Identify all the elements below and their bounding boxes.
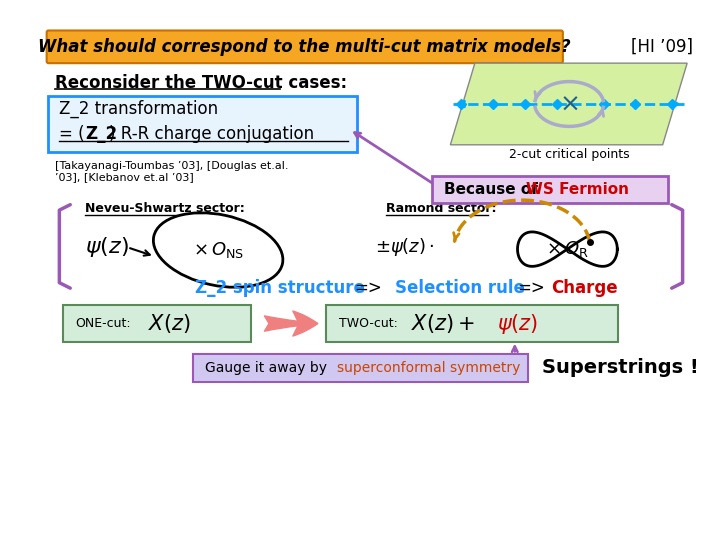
Text: TWO-cut:: TWO-cut: [339, 317, 397, 330]
Text: = (: = ( [59, 125, 85, 143]
Text: Z_2: Z_2 [85, 125, 117, 143]
Text: Charge: Charge [551, 279, 618, 297]
Text: [HI ’09]: [HI ’09] [631, 38, 693, 56]
FancyBboxPatch shape [48, 96, 357, 152]
FancyBboxPatch shape [432, 176, 668, 203]
Text: 2-cut critical points: 2-cut critical points [509, 148, 629, 161]
Text: Reconsider the TWO-cut cases:: Reconsider the TWO-cut cases: [55, 74, 347, 92]
Text: [Takayanagi-Toumbas ’03], [Douglas et.al.: [Takayanagi-Toumbas ’03], [Douglas et.al… [55, 161, 288, 171]
FancyBboxPatch shape [63, 306, 251, 342]
Text: WS Fermion: WS Fermion [526, 182, 629, 197]
Text: $\psi(z)$: $\psi(z)$ [497, 312, 538, 335]
Text: $\times\, O_{\mathrm{NS}}$: $\times\, O_{\mathrm{NS}}$ [193, 240, 243, 260]
Polygon shape [451, 63, 687, 145]
Ellipse shape [153, 213, 283, 287]
FancyArrowPatch shape [264, 311, 318, 336]
FancyBboxPatch shape [326, 306, 618, 342]
Text: Selection rule: Selection rule [395, 279, 525, 297]
Text: =>: => [517, 279, 545, 297]
Text: Z_2 transformation: Z_2 transformation [59, 99, 218, 118]
Text: ONE-cut:: ONE-cut: [76, 317, 131, 330]
Text: $\times\, O_{\mathrm{R}}$: $\times\, O_{\mathrm{R}}$ [546, 239, 589, 259]
Text: =>: => [354, 279, 382, 297]
Text: $\times$: $\times$ [559, 92, 579, 116]
Text: Ramond sector:: Ramond sector: [386, 202, 497, 215]
FancyBboxPatch shape [193, 354, 528, 382]
Text: Because of: Because of [444, 182, 543, 197]
Text: Gauge it away by: Gauge it away by [204, 361, 331, 375]
Text: Superstrings !: Superstrings ! [542, 359, 698, 377]
Text: $\psi(z)$: $\psi(z)$ [85, 235, 129, 259]
Text: ’03], [Klebanov et.al ’03]: ’03], [Klebanov et.al ’03] [55, 172, 194, 183]
Text: Neveu-Shwartz sector:: Neveu-Shwartz sector: [85, 202, 245, 215]
Text: superconformal symmetry: superconformal symmetry [337, 361, 521, 375]
FancyBboxPatch shape [47, 30, 563, 63]
Text: $X(z)$: $X(z)$ [148, 312, 191, 335]
Text: $\pm\psi(z)\cdot$: $\pm\psi(z)\cdot$ [375, 237, 435, 258]
Text: Z_2 spin structure: Z_2 spin structure [195, 279, 365, 297]
Text: $X(z) +$: $X(z) +$ [411, 312, 475, 335]
Text: ) R-R charge conjugation: ) R-R charge conjugation [109, 125, 315, 143]
Text: What should correspond to the multi-cut matrix models?: What should correspond to the multi-cut … [38, 38, 571, 56]
